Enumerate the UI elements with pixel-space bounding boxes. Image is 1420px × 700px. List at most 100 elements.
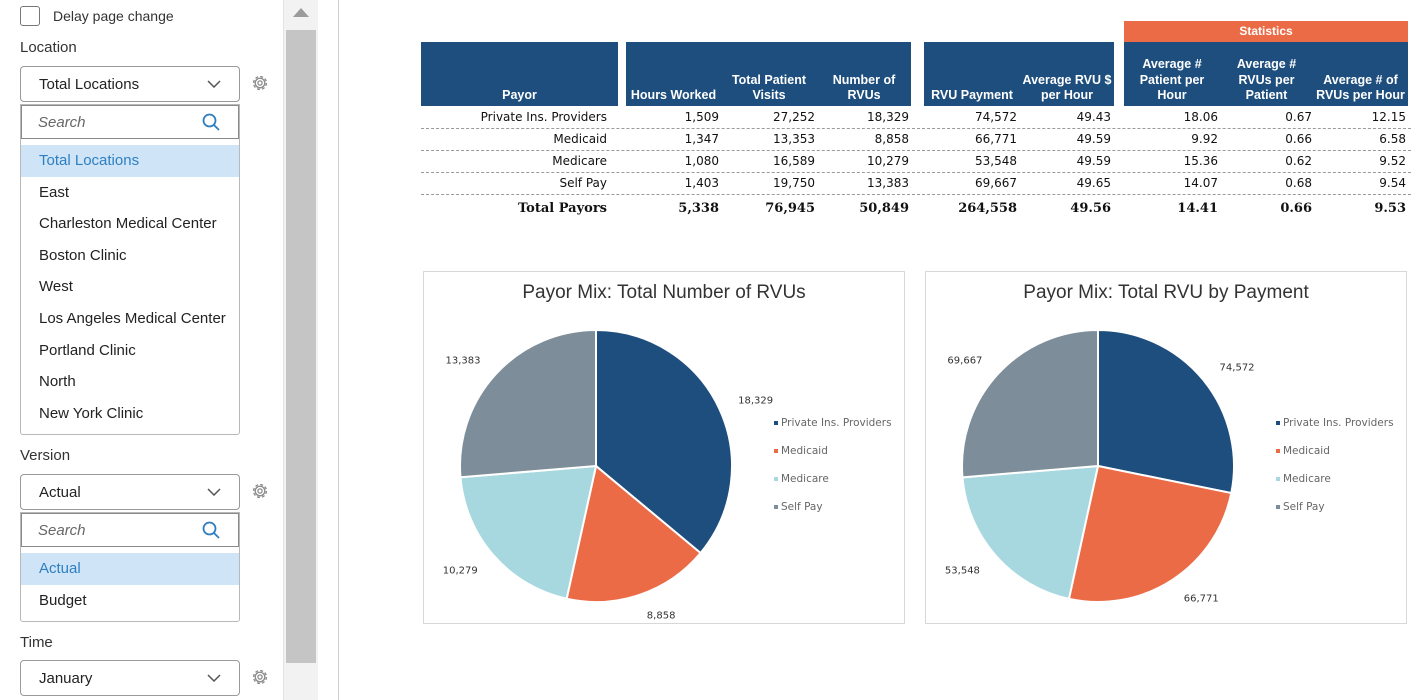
table-cell: 0.67 [1285,110,1312,124]
legend-swatch [774,449,778,453]
rvu-payment-pie-chart: 74,572 66,771 53,548 69,667 Private Ins. Pro… [945,328,1394,605]
table-cell: 1,509 [684,110,719,124]
table-row: Private Ins. Providers 1,509 27,252 18,3… [421,107,1411,129]
table-cell: 27,252 [773,110,815,124]
pie-slice-medicaid[interactable] [565,464,702,603]
location-settings-gear-icon[interactable] [249,72,271,94]
legend-label: Self Pay [781,501,823,513]
table-cell: Medicare [552,154,607,168]
col-header-avg-rvu-per-hour: Average RVU $ per Hour [1020,42,1114,106]
location-listbox: Search Total Locations East Charleston M… [20,104,240,435]
legend-swatch [774,505,778,509]
time-selected-value: January [39,669,93,687]
table-cell: 14.07 [1183,176,1218,190]
col-header-payor: Payor [421,42,618,106]
legend-label: Private Ins. Providers [781,417,892,429]
version-dropdown[interactable]: Actual [20,474,240,510]
table-cell: 0.66 [1280,201,1312,216]
filter-panel-scrollbar[interactable] [283,0,318,700]
pie-slice-private-ins-providers[interactable] [595,328,733,555]
chevron-down-icon [207,80,221,88]
col-header-total-patient-visits: Total Patient Visits [721,42,817,106]
version-search-placeholder: Search [38,521,86,539]
delay-page-change-checkbox[interactable] [20,6,40,26]
table-cell: 74,572 [975,110,1017,124]
col-header-avg-patient-per-hour: Average # Patient per Hour [1124,42,1220,106]
pie-data-label: 18,329 [738,395,773,406]
pie-slice-medicare[interactable] [961,464,1100,601]
legend-label: Medicare [781,473,829,485]
table-cell: 10,279 [867,154,909,168]
location-option-portland[interactable]: Portland Clinic [39,341,136,359]
location-option-new-york[interactable]: New York Clinic [39,404,144,422]
pie-slice-private-ins-providers[interactable] [1097,328,1235,495]
pie-data-label: 53,548 [945,565,980,576]
location-search-input[interactable]: Search [21,105,239,139]
version-option-actual[interactable]: Actual [21,553,239,585]
table-cell: 66,771 [975,132,1017,146]
location-label: Location [20,39,77,56]
table-cell: 5,338 [678,201,719,216]
legend-label: Medicaid [1283,445,1330,457]
chevron-down-icon [207,674,221,682]
version-search-input[interactable]: Search [21,513,239,547]
location-option-north[interactable]: North [39,373,76,391]
location-search-placeholder: Search [38,113,86,131]
table-cell: 9.54 [1379,176,1406,190]
pie-data-label: 66,771 [1184,594,1219,605]
table-cell: Medicaid [553,132,607,146]
table-cell: 1,080 [684,154,719,168]
table-cell: 9.92 [1191,132,1218,146]
col-header-hours-worked: Hours Worked [626,42,721,106]
chevron-down-icon [207,488,221,496]
scrollbar-thumb[interactable] [286,30,316,663]
location-option-los-angeles[interactable]: Los Angeles Medical Center [39,309,226,327]
table-row: Medicare 1,080 16,589 10,279 53,548 49.5… [421,151,1411,173]
table-cell: 18,329 [867,110,909,124]
filter-panel: Delay page change Location Total Locatio… [0,0,283,700]
location-dropdown[interactable]: Total Locations [20,66,240,102]
location-option-west[interactable]: West [39,278,73,296]
rvu-count-pie-chart: 18,329 8,858 10,279 13,383 Private Ins. Prov… [443,328,892,622]
pie-slice-medicare[interactable] [459,464,598,600]
table-cell: 9.52 [1379,154,1406,168]
search-icon [202,113,220,131]
col-header-rvu-payment: RVU Payment [924,42,1020,106]
version-option-budget[interactable]: Budget [39,591,87,609]
table-cell: Total Payors [518,201,607,216]
table-cell: 9.53 [1374,201,1406,216]
table-cell: 69,667 [975,176,1017,190]
version-label: Version [20,447,71,464]
location-option-total-locations[interactable]: Total Locations [21,145,239,177]
scroll-up-arrow-icon[interactable] [293,8,309,17]
pie-slice-self-pay[interactable] [459,328,597,479]
location-option-boston[interactable]: Boston Clinic [39,246,127,264]
table-cell: 49.43 [1076,110,1111,124]
table-cell: 16,589 [773,154,815,168]
rvu-count-pie-chart-panel: Payor Mix: Total Number of RVUs 18,329 8,… [423,271,905,624]
location-option-charleston[interactable]: Charleston Medical Center [39,215,217,233]
table-row: Medicaid 1,347 13,353 8,858 66,771 49.59… [421,129,1411,151]
table-cell: 0.66 [1285,132,1312,146]
version-selected-value: Actual [39,483,81,501]
table-cell: 49.59 [1076,154,1111,168]
col-header-avg-rvus-per-hour: Average # of RVUs per Hour [1313,42,1408,106]
table-cell: 76,945 [765,201,815,216]
table-total-row: Total Payors 5,338 76,945 50,849 264,558… [421,195,1411,223]
time-dropdown[interactable]: January [20,660,240,696]
legend-label: Medicaid [781,445,828,457]
table-cell: 6.58 [1379,132,1406,146]
legend-swatch [1276,505,1280,509]
pie-slice-medicaid[interactable] [1067,464,1233,603]
table-cell: 49.56 [1070,201,1111,216]
location-selected-value: Total Locations [39,75,140,93]
legend-swatch [1276,449,1280,453]
table-cell: 264,558 [958,201,1017,216]
panel-divider [338,0,339,700]
pie-slice-self-pay[interactable] [961,328,1099,479]
version-settings-gear-icon[interactable] [249,480,271,502]
col-header-avg-rvus-per-patient: Average # RVUs per Patient [1220,42,1313,106]
location-option-east[interactable]: East [39,183,70,201]
table-row: Self Pay 1,403 19,750 13,383 69,667 49.6… [421,173,1411,195]
time-settings-gear-icon[interactable] [249,666,271,688]
